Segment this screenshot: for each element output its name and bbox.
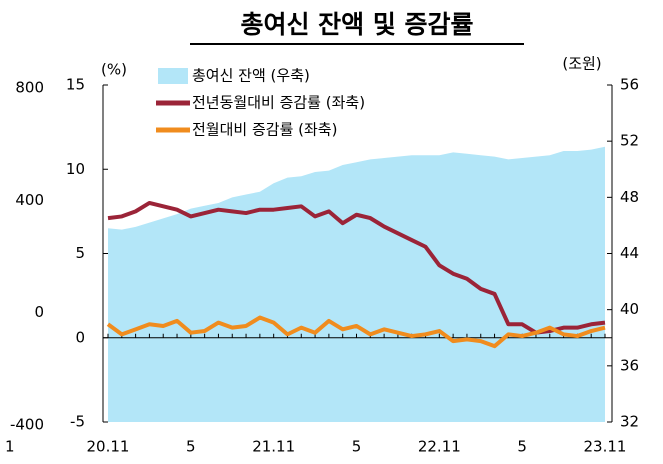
y-tick-label: 5 bbox=[75, 244, 85, 262]
y2-tick-label: 40 bbox=[620, 300, 639, 318]
area bbox=[108, 146, 605, 423]
legend-label: 총여신 잔액 (우축) bbox=[192, 67, 310, 85]
y2-tick-label: 36 bbox=[620, 356, 639, 374]
y2-tick-label: 56 bbox=[620, 76, 639, 94]
line bbox=[107, 200, 606, 335]
y2-tick-label: 48 bbox=[620, 188, 639, 206]
y-tick-label: 10 bbox=[66, 160, 85, 178]
y2-unit: (조원) bbox=[562, 55, 601, 73]
plot bbox=[108, 146, 605, 423]
x-tick-label: 5 bbox=[186, 438, 196, 456]
line bbox=[106, 315, 606, 349]
y-unit: (%) bbox=[101, 61, 127, 79]
x-edge-label: 1 bbox=[5, 438, 15, 456]
y2-tick-label: 44 bbox=[620, 244, 639, 262]
legend-swatch bbox=[158, 68, 188, 84]
legend-label: 전월대비 증감률 (좌축) bbox=[192, 121, 337, 139]
chart-title: 총여신 잔액 및 증감률 bbox=[240, 10, 473, 39]
x-tick-label: 5 bbox=[517, 438, 527, 456]
x-tick-label: 20.11 bbox=[87, 438, 130, 456]
x-tick-label: 23.11 bbox=[584, 438, 627, 456]
y-tick-label: 0 bbox=[75, 328, 85, 346]
x-tick-label: 22.11 bbox=[418, 438, 461, 456]
y2-tick-label: 52 bbox=[620, 132, 639, 150]
x-tick-label: 5 bbox=[352, 438, 362, 456]
y2-tick-label: 32 bbox=[620, 413, 639, 431]
y-tick-label: 15 bbox=[66, 76, 85, 94]
y3-tick-label: -400 bbox=[10, 416, 44, 434]
legend-label: 전년동월대비 증감률 (좌축) bbox=[192, 94, 365, 112]
y3-tick-label: 400 bbox=[15, 191, 44, 209]
y3-tick-label: 800 bbox=[15, 79, 44, 97]
x-tick-label: 21.11 bbox=[252, 438, 295, 456]
y-tick-label: -5 bbox=[70, 413, 85, 431]
y3-tick-label: 0 bbox=[34, 303, 44, 321]
